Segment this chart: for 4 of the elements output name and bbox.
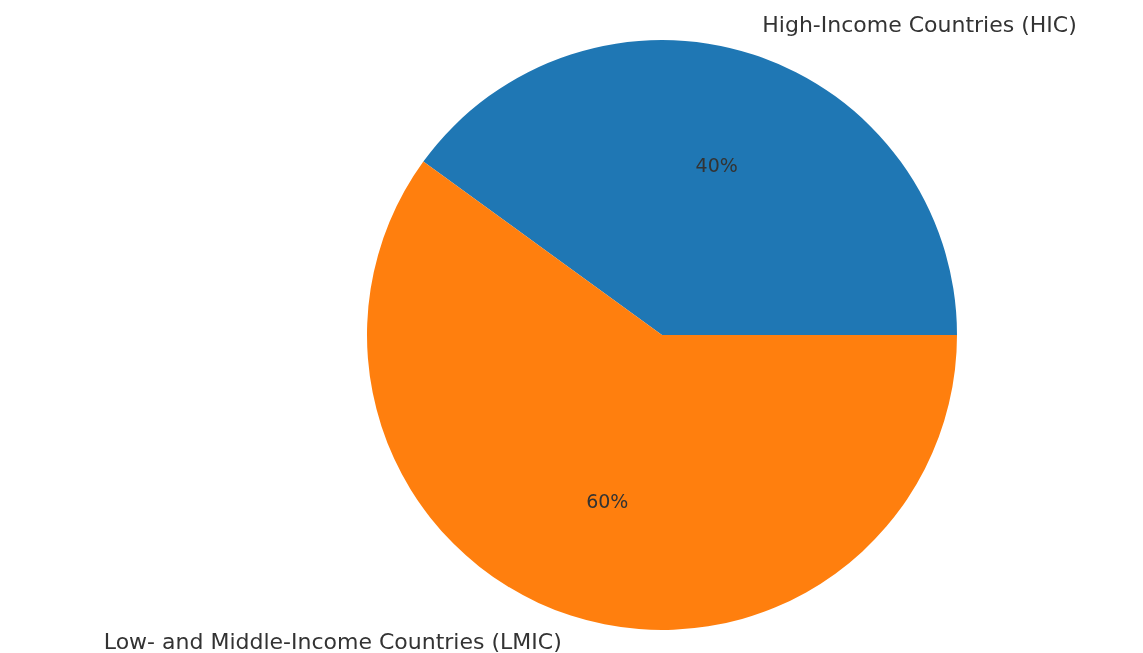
slice-label: High-Income Countries (HIC) bbox=[762, 12, 1077, 38]
slice-label: Low- and Middle-Income Countries (LMIC) bbox=[103, 629, 562, 653]
data-label: 60% bbox=[586, 490, 629, 513]
data-label: 40% bbox=[695, 153, 738, 176]
